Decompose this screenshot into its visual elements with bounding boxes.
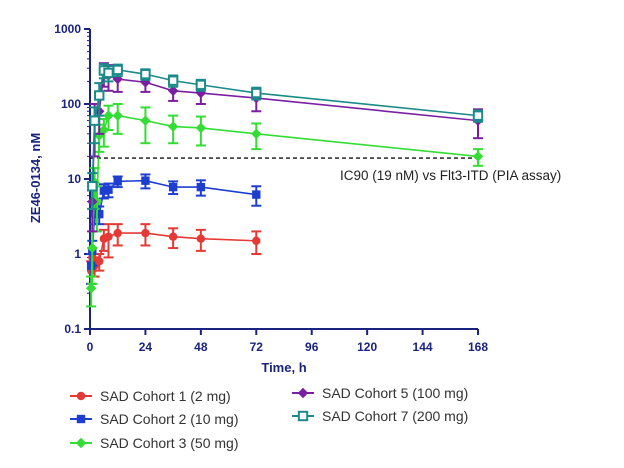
data-point <box>103 110 114 121</box>
data-point <box>89 115 100 126</box>
x-tick-label: 72 <box>250 340 264 354</box>
reference-line-label: IC90 (19 nM) vs Flt3-ITD (PIA assay) <box>340 168 561 183</box>
data-point <box>99 186 109 195</box>
data-point <box>87 242 98 254</box>
data-point <box>195 122 207 134</box>
data-point <box>252 236 261 245</box>
data-point <box>168 182 178 192</box>
series-line <box>90 114 479 289</box>
series-5 <box>87 63 484 210</box>
legend-label: SAD Cohort 3 (50 mg) <box>100 435 239 451</box>
data-point <box>90 208 99 218</box>
y-tick-label: 1000 <box>54 22 81 36</box>
data-point <box>472 110 484 121</box>
data-point <box>95 209 104 219</box>
data-point <box>472 151 484 162</box>
y-tick-label: 100 <box>61 97 81 111</box>
data-point <box>95 257 104 266</box>
x-tick-label: 144 <box>413 340 433 354</box>
data-point <box>98 124 110 136</box>
data-point <box>252 190 261 199</box>
data-point <box>167 75 179 86</box>
data-point <box>140 68 151 80</box>
data-point <box>103 67 114 79</box>
data-point <box>251 128 262 140</box>
legend-item-2: SAD Cohort 2 (10 mg) <box>70 411 239 427</box>
legend-item-1: SAD Cohort 1 (2 mg) <box>70 388 231 404</box>
x-axis-title: Time, h <box>261 360 306 375</box>
data-point <box>112 110 123 121</box>
data-point <box>195 79 207 91</box>
legend-label: SAD Cohort 1 (2 mg) <box>100 388 231 404</box>
data-point <box>167 121 179 132</box>
x-tick-label: 48 <box>194 340 208 354</box>
series-layer <box>85 62 484 308</box>
legend: SAD Cohort 1 (2 mg) SAD Cohort 2 (10 mg) S… <box>70 385 468 451</box>
data-point <box>168 232 178 241</box>
y-axis-title: ZE46-0134, nM <box>28 133 43 223</box>
y-tick-label: 10 <box>68 172 82 186</box>
data-point <box>167 85 179 96</box>
legend-swatch-marker <box>75 437 87 449</box>
series-2 <box>86 173 262 285</box>
y-tick-label: 0.1 <box>64 322 81 336</box>
x-tick-label: 24 <box>139 340 153 354</box>
x-tick-label: 0 <box>87 340 94 354</box>
data-point <box>104 185 113 194</box>
x-tick-label: 120 <box>357 340 377 354</box>
data-point <box>251 87 262 99</box>
y-tick-label: 1 <box>74 247 81 261</box>
legend-swatch-marker <box>76 391 86 401</box>
data-point <box>113 177 122 186</box>
series-1 <box>86 223 262 285</box>
data-point <box>140 115 151 126</box>
data-point <box>113 228 122 238</box>
data-point <box>196 182 206 192</box>
legend-item-4: SAD Cohort 5 (100 mg) <box>292 385 468 401</box>
x-tick-label: 96 <box>305 340 319 354</box>
data-point <box>195 87 207 99</box>
axes: 0.1 1 10 100 1000 0 24 48 72 96 120 144 168 <box>54 22 488 354</box>
data-point <box>196 234 206 243</box>
data-point <box>104 232 113 241</box>
x-tick-label: 168 <box>468 340 488 354</box>
data-point <box>112 64 123 76</box>
legend-item-3: SAD Cohort 3 (50 mg) <box>70 435 239 451</box>
legend-swatch-marker <box>297 410 309 422</box>
legend-item-5: SAD Cohort 7 (200 mg) <box>292 408 468 424</box>
legend-label: SAD Cohort 2 (10 mg) <box>100 411 239 427</box>
series-4 <box>87 62 484 233</box>
data-point <box>85 282 97 294</box>
legend-label: SAD Cohort 5 (100 mg) <box>322 385 468 401</box>
data-point <box>87 181 98 192</box>
data-point <box>141 176 150 185</box>
data-point <box>141 228 150 238</box>
legend-label: SAD Cohort 7 (200 mg) <box>322 408 468 424</box>
series-3 <box>85 103 484 308</box>
data-point <box>94 90 105 101</box>
legend-swatch-marker <box>76 414 86 424</box>
legend-swatch-marker <box>297 387 309 399</box>
